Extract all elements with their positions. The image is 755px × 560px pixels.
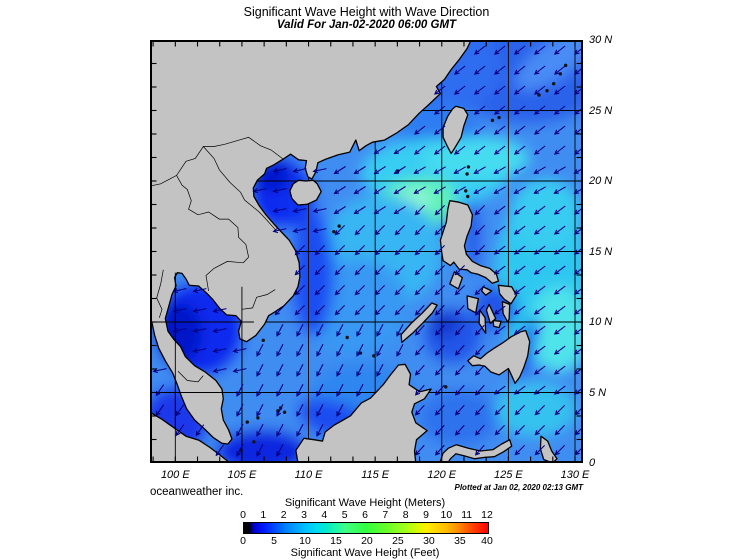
land-halmahera bbox=[539, 435, 558, 464]
lat-label-0: 0 bbox=[589, 457, 596, 469]
map-canvas bbox=[149, 39, 583, 464]
land-mindoro bbox=[449, 271, 464, 290]
lat-label-10: 10 N bbox=[589, 316, 613, 328]
feet-tick-15: 15 bbox=[330, 535, 342, 547]
land-masbate bbox=[481, 286, 493, 296]
legend-title-feet: Significant Wave Height (Feet) bbox=[290, 547, 440, 559]
lon-label-105: 105 E bbox=[227, 469, 257, 481]
meters-tick-7: 7 bbox=[382, 509, 389, 521]
land-mindanao bbox=[467, 329, 531, 384]
land-masses bbox=[149, 39, 558, 464]
lon-label-100: 100 E bbox=[160, 469, 190, 481]
land-mainland_asia bbox=[149, 39, 472, 445]
land-hainan bbox=[289, 179, 322, 206]
land-luzon bbox=[439, 200, 500, 284]
lat-label-30: 30 N bbox=[589, 34, 613, 46]
lon-label-110: 110 E bbox=[294, 469, 323, 481]
colorbar-gradient bbox=[243, 522, 489, 534]
country-borders bbox=[149, 136, 284, 383]
oceanweather-credit: oceanweather inc. bbox=[150, 486, 244, 498]
legend-feet-ticks: 0 5 10 15 20 25 30 35 40 bbox=[240, 535, 493, 547]
lat-label-20: 20 N bbox=[589, 175, 613, 187]
meters-tick-4: 4 bbox=[321, 509, 328, 521]
map-title: Significant Wave Height with Wave Direct… bbox=[243, 5, 490, 19]
lon-label-120: 120 E bbox=[427, 469, 457, 481]
feet-tick-35: 35 bbox=[454, 535, 466, 547]
wave-height-map bbox=[149, 39, 583, 464]
lat-label-15: 15 N bbox=[589, 245, 613, 258]
land-bohol bbox=[492, 319, 502, 329]
feet-tick-40: 40 bbox=[481, 535, 493, 547]
land-sulawesi bbox=[439, 439, 513, 464]
land-samar bbox=[497, 284, 518, 305]
lon-label-115: 115 E bbox=[361, 469, 390, 481]
meters-tick-1: 1 bbox=[260, 509, 267, 521]
land-taiwan bbox=[442, 105, 469, 155]
lat-label-5: 5 N bbox=[589, 386, 607, 399]
lon-label-125: 125 E bbox=[494, 469, 523, 481]
land-cebu bbox=[485, 303, 497, 325]
meters-tick-11: 11 bbox=[461, 509, 473, 521]
land-negros bbox=[478, 309, 487, 334]
meters-tick-2: 2 bbox=[280, 509, 287, 521]
land-borneo bbox=[295, 363, 432, 464]
lat-label-25: 25 N bbox=[589, 104, 613, 117]
meters-tick-12: 12 bbox=[481, 509, 493, 521]
feet-tick-10: 10 bbox=[299, 535, 311, 547]
feet-tick-25: 25 bbox=[392, 535, 404, 547]
meters-tick-8: 8 bbox=[402, 509, 409, 521]
meters-tick-5: 5 bbox=[341, 509, 348, 521]
meters-tick-3: 3 bbox=[301, 509, 307, 521]
land-palawan bbox=[400, 302, 438, 344]
graticule-overlay bbox=[150, 272, 254, 463]
legend-meters-ticks: 0 1 2 3 4 5 6 7 8 9 10 11 12 bbox=[240, 509, 493, 521]
meters-tick-6: 6 bbox=[362, 509, 368, 521]
feet-tick-0: 0 bbox=[240, 535, 246, 547]
map-frame-border bbox=[150, 40, 583, 463]
lon-label-130: 130 E bbox=[560, 469, 590, 481]
meters-tick-10: 10 bbox=[440, 509, 453, 521]
feet-tick-5: 5 bbox=[271, 535, 277, 547]
feet-tick-30: 30 bbox=[423, 535, 435, 547]
legend-title-meters: Significant Wave Height (Meters) bbox=[284, 497, 446, 509]
plotted-timestamp: Plotted at Jan 02, 2020 02:13 GMT bbox=[454, 483, 584, 492]
map-subtitle: Valid For Jan-02-2020 06:00 GMT bbox=[276, 19, 457, 31]
meters-tick-0: 0 bbox=[240, 509, 246, 521]
feet-tick-20: 20 bbox=[361, 535, 373, 547]
wave-direction-arrows bbox=[152, 45, 583, 457]
meters-tick-9: 9 bbox=[423, 509, 429, 521]
